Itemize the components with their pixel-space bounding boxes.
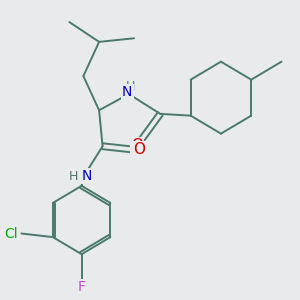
Text: O: O bbox=[134, 142, 146, 157]
Text: H: H bbox=[126, 80, 135, 93]
Text: O: O bbox=[131, 138, 143, 153]
Text: N: N bbox=[122, 85, 132, 99]
Text: H: H bbox=[68, 170, 78, 183]
Text: Cl: Cl bbox=[4, 226, 18, 241]
Text: F: F bbox=[78, 280, 86, 294]
Text: N: N bbox=[82, 169, 92, 183]
